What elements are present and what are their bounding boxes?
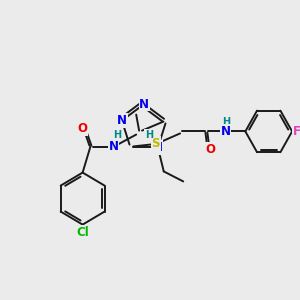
- Text: H: H: [145, 130, 153, 140]
- Text: Cl: Cl: [76, 226, 89, 239]
- Text: O: O: [205, 143, 215, 156]
- Text: F: F: [293, 125, 300, 138]
- Text: N: N: [109, 140, 119, 153]
- Text: N: N: [117, 114, 127, 127]
- Text: S: S: [152, 137, 160, 150]
- Text: H: H: [222, 117, 230, 128]
- Text: H: H: [114, 130, 122, 140]
- Text: O: O: [78, 122, 88, 135]
- Text: N: N: [139, 98, 149, 110]
- Text: N: N: [221, 125, 231, 138]
- Text: N: N: [153, 141, 163, 154]
